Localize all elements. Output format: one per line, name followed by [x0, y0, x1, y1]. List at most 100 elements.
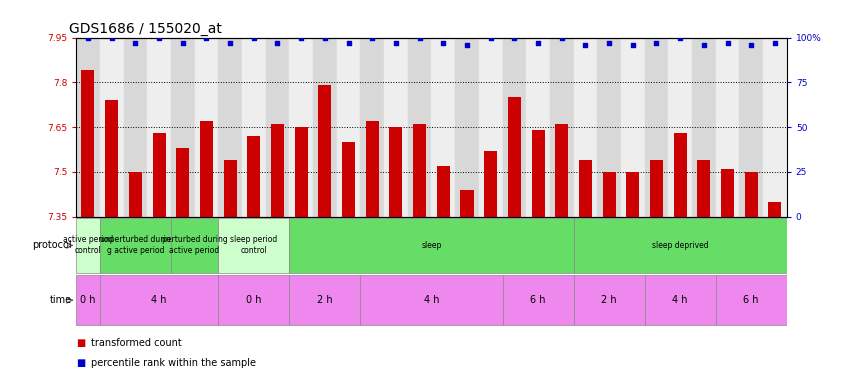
Point [223, 40, 237, 46]
Bar [484, 151, 497, 216]
Bar [744, 172, 758, 216]
Bar [195, 38, 218, 216]
Point [721, 40, 734, 46]
Text: protocol: protocol [32, 240, 72, 250]
Bar [716, 38, 739, 216]
Text: 4 h: 4 h [673, 295, 688, 305]
Text: active period
control: active period control [63, 236, 113, 255]
Bar [360, 38, 384, 216]
Point [697, 42, 711, 48]
Bar [318, 85, 332, 216]
Bar [100, 275, 218, 325]
Bar [389, 127, 403, 216]
Bar [697, 160, 711, 216]
Bar [531, 130, 545, 216]
Bar [218, 275, 289, 325]
Point [484, 34, 497, 40]
Bar [479, 38, 503, 216]
Text: 0 h: 0 h [80, 295, 96, 305]
Bar [763, 38, 787, 216]
Bar [365, 121, 379, 216]
Text: percentile rank within the sample: percentile rank within the sample [91, 358, 256, 368]
Bar [289, 275, 360, 325]
Bar [503, 275, 574, 325]
Bar [218, 38, 242, 216]
Point [650, 40, 663, 46]
Bar [266, 38, 289, 216]
Text: 6 h: 6 h [530, 295, 546, 305]
Bar [81, 70, 95, 216]
Bar [597, 38, 621, 216]
Bar [579, 160, 592, 216]
Bar [76, 217, 100, 273]
Bar [645, 38, 668, 216]
Bar [668, 38, 692, 216]
Point [579, 42, 592, 48]
Bar [768, 202, 782, 216]
Point [152, 34, 166, 40]
Point [555, 34, 569, 40]
Bar [645, 275, 716, 325]
Bar [692, 38, 716, 216]
Bar [152, 133, 166, 216]
Bar [574, 275, 645, 325]
Text: ■: ■ [76, 338, 85, 348]
Text: 6 h: 6 h [744, 295, 759, 305]
Text: 4 h: 4 h [151, 295, 167, 305]
Bar [455, 38, 479, 216]
Point [365, 34, 379, 40]
Point [129, 40, 142, 46]
Bar [76, 275, 100, 325]
Bar [242, 38, 266, 216]
Bar [460, 190, 474, 216]
Bar [147, 38, 171, 216]
Text: unperturbed durin
g active period: unperturbed durin g active period [100, 236, 171, 255]
Bar [413, 124, 426, 216]
Point [318, 34, 332, 40]
Bar [550, 38, 574, 216]
Point [602, 40, 616, 46]
Bar [200, 121, 213, 216]
Point [294, 34, 308, 40]
Bar [105, 100, 118, 216]
Point [342, 40, 355, 46]
Text: time: time [50, 295, 72, 305]
Text: transformed count: transformed count [91, 338, 182, 348]
Bar [650, 160, 663, 216]
Bar [555, 124, 569, 216]
Point [81, 34, 95, 40]
Bar [313, 38, 337, 216]
Point [389, 40, 403, 46]
Bar [360, 275, 503, 325]
Bar [508, 97, 521, 216]
Bar [100, 217, 171, 273]
Text: sleep deprived: sleep deprived [652, 241, 708, 250]
Bar [574, 217, 787, 273]
Bar [171, 38, 195, 216]
Bar [289, 38, 313, 216]
Bar [342, 142, 355, 216]
Text: 2 h: 2 h [602, 295, 617, 305]
Point [531, 40, 545, 46]
Bar [431, 38, 455, 216]
Bar [503, 38, 526, 216]
Bar [621, 38, 645, 216]
Bar [673, 133, 687, 216]
Bar [271, 124, 284, 216]
Point [200, 34, 213, 40]
Bar [626, 172, 640, 216]
Bar [437, 166, 450, 216]
Bar [574, 38, 597, 216]
Bar [526, 38, 550, 216]
Bar [176, 148, 190, 216]
Point [271, 40, 284, 46]
Bar [384, 38, 408, 216]
Text: sleep: sleep [421, 241, 442, 250]
Point [176, 40, 190, 46]
Bar [739, 38, 763, 216]
Point [460, 42, 474, 48]
Text: perturbed during
active period: perturbed during active period [162, 236, 228, 255]
Bar [294, 127, 308, 216]
Bar [602, 172, 616, 216]
Bar [716, 275, 787, 325]
